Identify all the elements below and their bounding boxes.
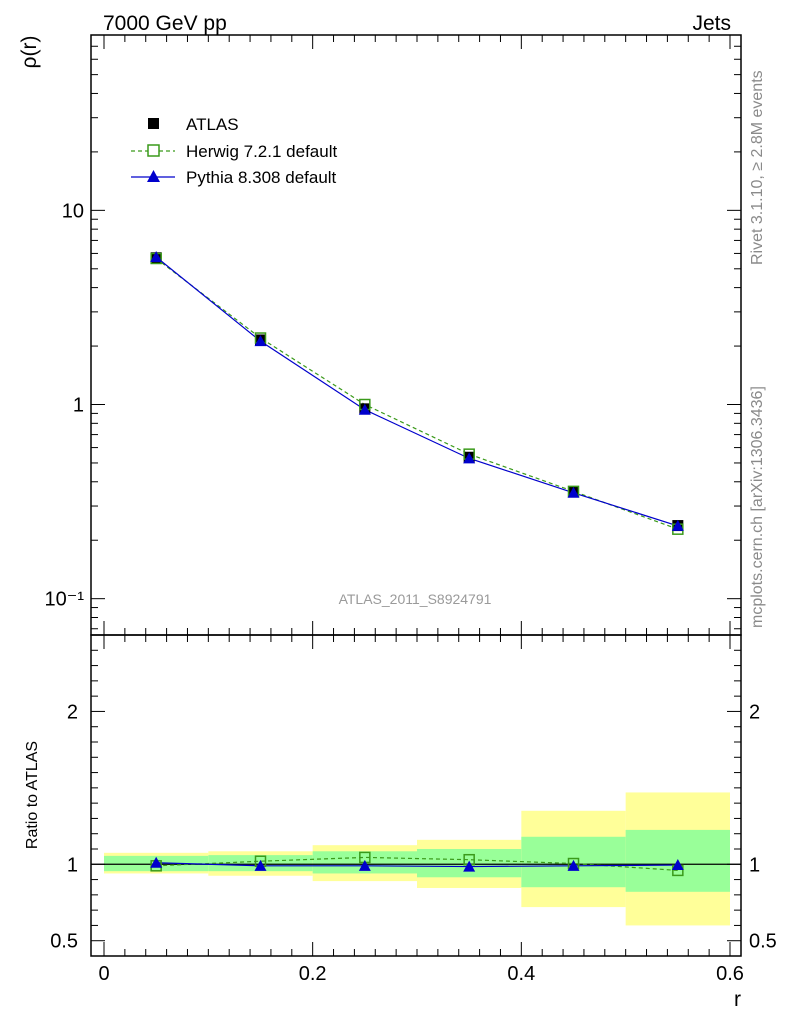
main-point-pythia	[358, 403, 371, 415]
ratio-y-tick-label-left: 0.5	[50, 931, 78, 953]
x-tick-label: 0	[98, 963, 109, 985]
main-y-tick-label: 10⁻¹	[45, 589, 85, 611]
ratio-y-axis-label: Ratio to ATLAS	[24, 741, 41, 849]
legend-label-atlas: ATLAS	[186, 115, 239, 134]
legend: ATLAS Herwig 7.2.1 default Pythia 8.308 …	[131, 115, 337, 187]
legend-marker-atlas	[148, 118, 159, 129]
ratio-y-tick-label-right: 2	[749, 701, 760, 723]
main-point-pythia	[567, 486, 580, 498]
ratio-y-tick-label-left: 1	[67, 854, 78, 876]
main-point-pythia	[463, 452, 476, 464]
ratio-axis-ticks	[91, 635, 741, 956]
main-point-pythia	[254, 335, 267, 347]
ratio-point-pythia	[671, 859, 684, 871]
ratio-point-pythia	[150, 856, 163, 868]
rivet-version-label: Rivet 3.1.10, ≥ 2.8M events	[749, 70, 766, 265]
source-label: mcplots.cern.ch [arXiv:1306.3436]	[749, 386, 766, 628]
ratio-point-pythia	[567, 859, 580, 871]
main-line-herwig	[155, 258, 679, 530]
legend-label-herwig: Herwig 7.2.1 default	[186, 142, 337, 161]
x-tick-label: 0.6	[716, 963, 744, 985]
x-tick-label: 0.2	[299, 963, 327, 985]
ratio-point-pythia	[358, 859, 371, 871]
header-right: Jets	[692, 12, 731, 35]
ratio-line-herwig	[156, 856, 678, 871]
legend-marker-herwig	[147, 144, 160, 157]
analysis-watermark: ATLAS_2011_S8924791	[339, 591, 492, 607]
ratio-y-tick-label-right: 1	[749, 854, 760, 876]
main-y-tick-label: 10	[62, 200, 84, 222]
legend-marker-pythia	[147, 170, 160, 182]
ratio-point-pythia	[463, 860, 476, 872]
main-point-pythia	[671, 519, 684, 531]
main-y-tick-label: 1	[73, 395, 84, 417]
ratio-line-pythia	[156, 862, 678, 868]
main-point-pythia	[150, 251, 163, 263]
main-axis-ticks	[91, 35, 741, 635]
ratio-frame	[90, 634, 742, 957]
x-axis-label: r	[734, 988, 741, 1011]
header-left: 7000 GeV pp	[103, 12, 227, 35]
legend-label-pythia: Pythia 8.308 default	[186, 168, 337, 187]
main-line-pythia	[155, 256, 679, 527]
ratio-y-tick-label-left: 2	[67, 701, 78, 723]
ratio-y-tick-label-right: 0.5	[749, 931, 777, 953]
x-tick-label: 0.4	[507, 963, 535, 985]
main-y-axis-label: ρ(r)	[18, 36, 41, 69]
ratio-panel: Ratio to ATLAS 2 2 1 1 0.5 0.5 0 0.2 0.4 0.6 r	[24, 634, 777, 1011]
main-panel: ρ(r) 10 1 10⁻¹ ATLAS_2011_S8924791	[18, 34, 742, 636]
ratio-point-pythia	[254, 859, 267, 871]
